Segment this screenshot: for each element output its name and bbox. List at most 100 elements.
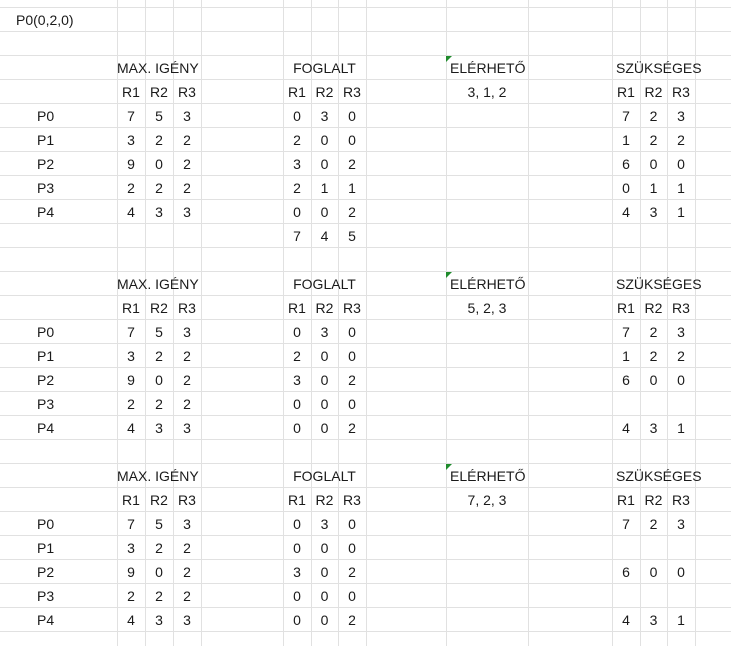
- max-value[interactable]: 9: [127, 372, 135, 388]
- max-value[interactable]: 3: [155, 204, 163, 220]
- szukseges-value[interactable]: 3: [649, 420, 658, 436]
- max-value[interactable]: 5: [155, 108, 163, 124]
- column-header-r2[interactable]: R2: [315, 84, 334, 100]
- max-value[interactable]: 3: [155, 612, 163, 628]
- max-value[interactable]: 9: [127, 156, 135, 172]
- process-label[interactable]: P3: [37, 396, 55, 412]
- max-value[interactable]: 2: [183, 132, 191, 148]
- szukseges-value[interactable]: 1: [622, 132, 630, 148]
- column-header-r2[interactable]: R2: [150, 492, 168, 508]
- foglalt-value[interactable]: 2: [348, 564, 356, 580]
- max-value[interactable]: 0: [155, 372, 163, 388]
- max-value[interactable]: 2: [155, 348, 163, 364]
- max-value[interactable]: 2: [183, 372, 191, 388]
- foglalt-value[interactable]: 2: [348, 156, 356, 172]
- szukseges-value[interactable]: 1: [677, 204, 685, 220]
- foglalt-value[interactable]: 2: [348, 372, 356, 388]
- max-value[interactable]: 4: [127, 612, 135, 628]
- max-value[interactable]: 2: [127, 396, 135, 412]
- foglalt-value[interactable]: 0: [320, 348, 329, 364]
- foglalt-value[interactable]: 0: [348, 588, 356, 604]
- foglalt-value[interactable]: 0: [293, 612, 301, 628]
- szukseges-value[interactable]: 4: [622, 612, 630, 628]
- szukseges-value[interactable]: 6: [622, 372, 630, 388]
- max-value[interactable]: 3: [183, 420, 191, 436]
- max-value[interactable]: 2: [155, 588, 163, 604]
- column-header-r3[interactable]: R3: [672, 84, 690, 100]
- foglalt-value[interactable]: 2: [348, 420, 356, 436]
- column-header-r2[interactable]: R2: [644, 300, 663, 316]
- max-value[interactable]: 3: [127, 540, 135, 556]
- column-header-r2[interactable]: R2: [644, 84, 663, 100]
- szukseges-value[interactable]: 3: [677, 108, 685, 124]
- max-value[interactable]: 2: [155, 132, 163, 148]
- max-header[interactable]: MAX. IGÉNY: [117, 60, 199, 76]
- max-value[interactable]: 2: [155, 180, 163, 196]
- column-header-r1[interactable]: R1: [288, 84, 306, 100]
- szukseges-value[interactable]: 2: [677, 132, 685, 148]
- process-label[interactable]: P3: [37, 180, 55, 196]
- column-header-r3[interactable]: R3: [343, 492, 361, 508]
- foglalt-value[interactable]: 2: [293, 348, 301, 364]
- foglalt-value[interactable]: 0: [320, 396, 329, 412]
- max-value[interactable]: 3: [183, 516, 191, 532]
- szukseges-value[interactable]: 3: [649, 204, 658, 220]
- available-value[interactable]: 5, 2, 3: [467, 300, 507, 316]
- szukseges-value[interactable]: 0: [649, 564, 658, 580]
- szukseges-value[interactable]: [667, 536, 695, 560]
- foglalt-value[interactable]: 0: [320, 132, 329, 148]
- szukseges-value[interactable]: 1: [677, 420, 685, 436]
- foglalt-value[interactable]: 0: [293, 420, 301, 436]
- process-label[interactable]: P0: [37, 108, 55, 124]
- max-value[interactable]: 2: [183, 588, 191, 604]
- foglalt-value[interactable]: 1: [320, 180, 329, 196]
- elerheto-header[interactable]: ELÉRHETŐ: [450, 60, 526, 76]
- foglalt-value[interactable]: 2: [348, 204, 356, 220]
- foglalt-value[interactable]: 0: [320, 156, 329, 172]
- szukseges-value[interactable]: 1: [677, 180, 685, 196]
- foglalt-total-value[interactable]: 4: [320, 228, 329, 244]
- foglalt-value[interactable]: 0: [348, 108, 356, 124]
- foglalt-header[interactable]: FOGLALT: [293, 276, 356, 292]
- column-header-r3[interactable]: R3: [178, 300, 196, 316]
- available-value[interactable]: 7, 2, 3: [467, 492, 507, 508]
- foglalt-value[interactable]: 0: [293, 396, 301, 412]
- szukseges-value[interactable]: 2: [649, 516, 658, 532]
- foglalt-value[interactable]: 0: [348, 396, 356, 412]
- max-value[interactable]: 7: [127, 324, 135, 340]
- foglalt-value[interactable]: 2: [348, 612, 356, 628]
- max-value[interactable]: 2: [183, 540, 191, 556]
- process-label[interactable]: P1: [37, 348, 55, 364]
- szukseges-value[interactable]: 0: [649, 156, 658, 172]
- process-label[interactable]: P2: [37, 372, 55, 388]
- szukseges-value[interactable]: 2: [649, 132, 658, 148]
- column-header-r2[interactable]: R2: [315, 300, 334, 316]
- szukseges-value[interactable]: 0: [677, 564, 685, 580]
- szukseges-value[interactable]: 7: [622, 108, 630, 124]
- column-header-r1[interactable]: R1: [617, 300, 635, 316]
- foglalt-value[interactable]: 0: [293, 204, 301, 220]
- process-label[interactable]: P4: [37, 204, 55, 220]
- column-header-r1[interactable]: R1: [617, 492, 635, 508]
- column-header-r2[interactable]: R2: [150, 300, 168, 316]
- max-value[interactable]: 3: [183, 204, 191, 220]
- max-header[interactable]: MAX. IGÉNY: [117, 468, 199, 484]
- column-header-r1[interactable]: R1: [288, 492, 306, 508]
- foglalt-value[interactable]: 0: [320, 372, 329, 388]
- szukseges-value[interactable]: [640, 536, 667, 560]
- process-label[interactable]: P4: [37, 612, 55, 628]
- max-value[interactable]: 3: [183, 324, 191, 340]
- foglalt-value[interactable]: 0: [348, 132, 356, 148]
- max-value[interactable]: 2: [183, 348, 191, 364]
- szukseges-value[interactable]: 1: [649, 180, 658, 196]
- process-label[interactable]: P0: [37, 324, 55, 340]
- szukseges-value[interactable]: 3: [677, 516, 685, 532]
- foglalt-value[interactable]: 0: [293, 588, 301, 604]
- max-value[interactable]: 4: [127, 420, 135, 436]
- foglalt-value[interactable]: 3: [320, 516, 329, 532]
- max-value[interactable]: 3: [183, 108, 191, 124]
- foglalt-value[interactable]: 3: [293, 372, 301, 388]
- available-value[interactable]: 3, 1, 2: [467, 84, 507, 100]
- process-label[interactable]: P1: [37, 540, 55, 556]
